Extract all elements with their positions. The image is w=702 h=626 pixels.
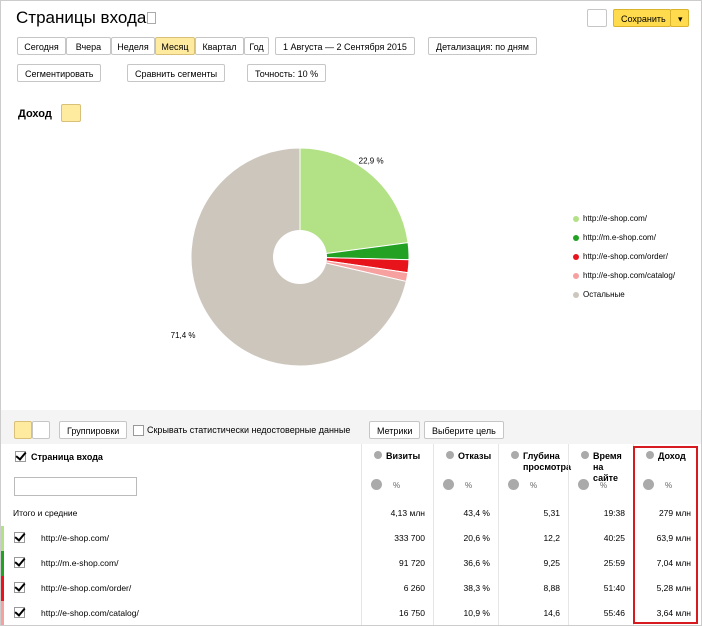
chart-icon[interactable] [371,479,382,490]
cell-value: 16 750 [361,608,425,618]
cell-value: 25:59 [568,558,625,568]
cell-value: 5,28 млн [633,583,691,593]
cell-value: 20,6 % [433,533,490,543]
row-checkbox[interactable] [14,607,25,618]
detail-select[interactable]: Детализация: по дням [428,37,537,55]
legend-label: http://e-shop.com/catalog/ [583,271,676,280]
cell-value: 10,9 % [433,608,490,618]
row-marker [1,576,4,601]
row-checkbox[interactable] [14,557,25,568]
search-input[interactable] [14,477,137,496]
compare-button[interactable]: Сравнить сегменты [127,64,225,82]
cell-value: 51:40 [568,583,625,593]
row-marker [1,526,4,551]
cell-value: 43,4 % [433,508,490,518]
chart-icon[interactable] [578,479,589,490]
row-label[interactable]: http://e-shop.com/order/ [41,583,131,593]
cell-value: 38,3 % [433,583,490,593]
cell-value: 91 720 [361,558,425,568]
legend-dot [573,216,579,222]
save-menu[interactable]: ▾ [670,9,689,27]
cell-value: 12,2 [498,533,560,543]
cell-value: 333 700 [361,533,425,543]
period-button[interactable]: Год [244,37,269,55]
row-label: Итого и средние [13,508,77,518]
period-button[interactable]: Неделя [111,37,155,55]
info-icon [374,451,382,459]
cell-value: 63,9 млн [633,533,691,543]
legend-label: http://e-shop.com/order/ [583,252,669,261]
percent-icon[interactable]: % [600,481,607,490]
segment-button[interactable]: Сегментировать [17,64,101,82]
cell-value: 4,13 млн [361,508,425,518]
metrics-button[interactable]: Метрики [369,421,420,439]
table: Страница входа Визиты% Отказы% Глубина прос… [1,444,701,626]
column-header: Страница входа [31,452,103,462]
column-header: Отказы [458,451,495,462]
cell-value: 3,64 млн [633,608,691,618]
percent-icon[interactable]: % [465,481,472,490]
page-title: Страницы входа [16,8,146,28]
cell-value: 40:25 [568,533,625,543]
row-marker [1,551,4,576]
info-icon [581,451,589,459]
cell-value: 19:38 [568,508,625,518]
legend-dot [573,254,579,260]
period-button[interactable]: Вчера [66,37,111,55]
legend-label: http://e-shop.com/ [583,214,648,223]
legend-dot [573,235,579,241]
chart-icon[interactable] [443,479,454,490]
cell-value: 8,88 [498,583,560,593]
bookmark-icon[interactable] [147,12,156,24]
row-label[interactable]: http://e-shop.com/catalog/ [41,608,139,618]
pie-type-button[interactable] [61,104,81,122]
cell-value: 6 260 [361,583,425,593]
value-label: 22,9 % [359,157,384,166]
groupings-button[interactable]: Группировки [59,421,127,439]
cell-value: 279 млн [633,508,691,518]
view-tree[interactable] [32,421,50,439]
percent-icon[interactable]: % [530,481,537,490]
percent-icon[interactable]: % [393,481,400,490]
goal-select[interactable]: Выберите цель [424,421,504,439]
chart-icon[interactable] [508,479,519,490]
accuracy-select[interactable]: Точность: 10 % [247,64,326,82]
cell-value: 14,6 [498,608,560,618]
pie-hole [273,230,327,284]
cell-value: 9,25 [498,558,560,568]
row-label[interactable]: http://m.e-shop.com/ [41,558,118,568]
row-checkbox[interactable] [14,582,25,593]
legend-label: Остальные [583,290,625,299]
value-label: 71,4 % [171,331,196,340]
column-header: Время на сайте [593,451,630,484]
row-checkbox[interactable] [14,532,25,543]
view-list[interactable] [14,421,32,439]
period-button[interactable]: Квартал [195,37,244,55]
column-checkbox[interactable] [15,451,26,462]
cell-value: 55:46 [568,608,625,618]
share-button[interactable] [587,9,607,27]
column-header: Глубина просмотра [523,451,565,473]
legend-dot [573,273,579,279]
row-label[interactable]: http://e-shop.com/ [41,533,109,543]
column-header: Визиты [386,451,430,462]
info-icon [511,451,519,459]
cell-value: 5,31 [498,508,560,518]
period-button[interactable]: Месяц [155,37,195,55]
hide-label: Скрывать статистически недостоверные дан… [147,425,350,435]
period-button[interactable]: Сегодня [17,37,66,55]
hide-checkbox[interactable] [133,425,144,436]
cell-value: 7,04 млн [633,558,691,568]
legend-dot [573,292,579,298]
date-range[interactable]: 1 Августа — 2 Сентября 2015 [275,37,415,55]
info-icon [446,451,454,459]
cell-value: 36,6 % [433,558,490,568]
row-marker [1,601,4,626]
chart-title: Доход [18,108,52,120]
legend-label: http://m.e-shop.com/ [583,233,657,242]
save-button[interactable]: Сохранить [613,9,671,27]
chart: 22,9 % http://e-shop.com/http://m.e-shop.… [1,131,701,401]
